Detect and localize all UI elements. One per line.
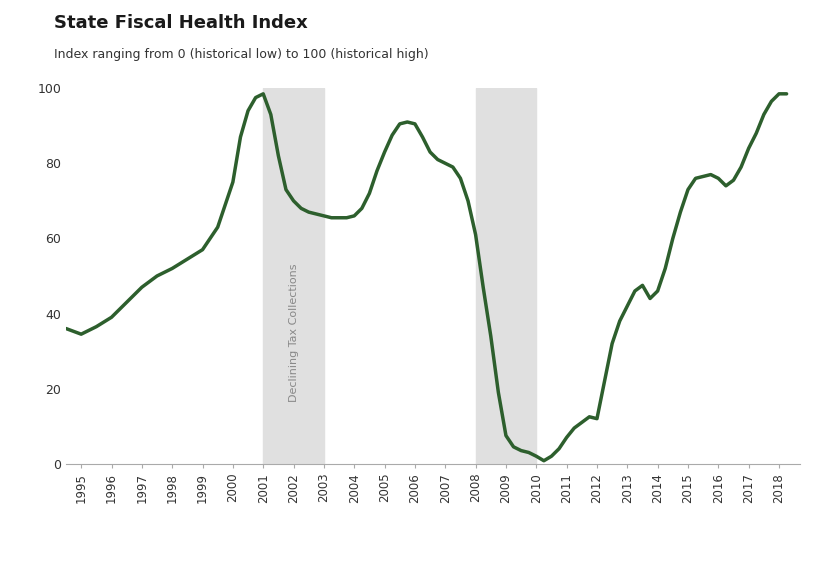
Bar [475,88,536,464]
Text: State Fiscal Health Index: State Fiscal Health Index [54,14,308,32]
Text: Index ranging from 0 (historical low) to 100 (historical high): Index ranging from 0 (historical low) to… [54,48,428,61]
Bar [263,88,324,464]
Text: Declining Tax Collections: Declining Tax Collections [289,263,299,402]
